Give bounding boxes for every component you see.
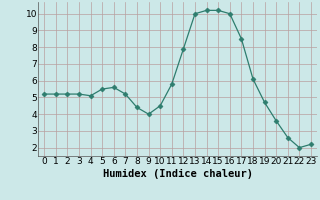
X-axis label: Humidex (Indice chaleur): Humidex (Indice chaleur) [103, 169, 252, 179]
